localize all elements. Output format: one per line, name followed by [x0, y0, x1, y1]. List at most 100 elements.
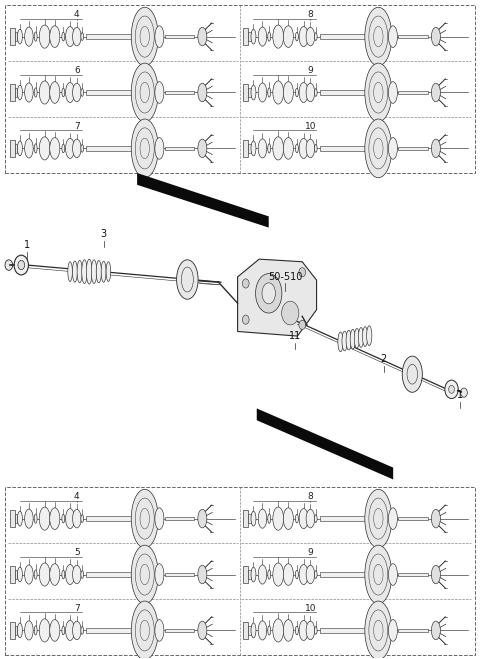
Bar [320, 146, 369, 151]
Ellipse shape [388, 563, 397, 585]
Ellipse shape [131, 601, 158, 659]
Ellipse shape [432, 565, 441, 584]
Ellipse shape [342, 331, 347, 351]
Ellipse shape [346, 330, 351, 350]
Ellipse shape [81, 571, 84, 579]
Text: 7: 7 [74, 604, 80, 613]
Ellipse shape [365, 7, 392, 66]
Ellipse shape [106, 262, 111, 281]
Text: 10: 10 [305, 604, 316, 613]
Ellipse shape [81, 88, 84, 96]
Ellipse shape [155, 82, 164, 103]
Ellipse shape [258, 27, 267, 46]
Ellipse shape [24, 621, 33, 640]
Ellipse shape [177, 260, 198, 299]
Bar [86, 572, 136, 577]
Ellipse shape [24, 83, 33, 102]
Bar [398, 35, 428, 38]
Ellipse shape [251, 511, 256, 526]
Bar [248, 626, 251, 635]
Bar [86, 90, 136, 95]
Ellipse shape [295, 144, 299, 153]
Circle shape [282, 301, 299, 325]
Bar [15, 88, 17, 97]
Ellipse shape [72, 139, 81, 158]
Bar [10, 510, 15, 527]
Ellipse shape [77, 260, 82, 283]
Ellipse shape [101, 261, 106, 282]
Ellipse shape [306, 621, 315, 640]
Ellipse shape [50, 508, 60, 529]
Bar [15, 32, 17, 41]
Ellipse shape [255, 273, 282, 313]
Ellipse shape [432, 139, 441, 158]
Ellipse shape [72, 261, 77, 282]
Text: 50-510: 50-510 [268, 272, 303, 282]
Ellipse shape [66, 26, 74, 47]
Circle shape [449, 386, 455, 393]
Ellipse shape [359, 328, 364, 347]
Ellipse shape [314, 571, 317, 579]
Bar [15, 626, 17, 635]
Ellipse shape [34, 144, 37, 153]
Bar [5, 487, 475, 655]
Ellipse shape [268, 88, 271, 97]
Bar [86, 628, 136, 633]
Ellipse shape [251, 567, 256, 582]
Ellipse shape [72, 621, 81, 640]
Ellipse shape [268, 514, 271, 523]
Bar [15, 515, 17, 523]
Bar [165, 517, 194, 520]
Ellipse shape [273, 25, 284, 48]
Bar [165, 573, 194, 576]
Ellipse shape [68, 262, 72, 281]
Ellipse shape [198, 139, 207, 158]
Ellipse shape [258, 565, 267, 584]
Text: 3: 3 [100, 229, 107, 239]
Text: 7: 7 [74, 121, 80, 130]
Ellipse shape [295, 570, 299, 579]
Ellipse shape [314, 33, 317, 40]
Ellipse shape [72, 83, 81, 101]
Ellipse shape [66, 138, 74, 158]
Ellipse shape [50, 563, 60, 585]
Ellipse shape [314, 88, 317, 96]
Ellipse shape [388, 619, 397, 641]
Bar [165, 35, 194, 38]
Bar [86, 146, 136, 151]
Text: 8: 8 [308, 10, 313, 18]
Bar [398, 629, 428, 632]
Ellipse shape [273, 137, 284, 160]
Ellipse shape [17, 141, 23, 156]
Ellipse shape [198, 509, 207, 528]
Ellipse shape [198, 565, 207, 584]
Ellipse shape [388, 82, 397, 103]
Ellipse shape [39, 563, 50, 586]
Bar [248, 515, 251, 523]
Bar [320, 516, 369, 521]
Circle shape [242, 315, 249, 324]
Text: 2: 2 [381, 354, 387, 364]
Ellipse shape [306, 83, 315, 101]
Ellipse shape [299, 138, 308, 158]
Ellipse shape [306, 27, 315, 46]
Bar [398, 573, 428, 576]
Ellipse shape [306, 509, 315, 528]
Ellipse shape [432, 509, 441, 528]
Text: 10: 10 [305, 121, 316, 130]
Ellipse shape [24, 509, 33, 529]
Text: 1: 1 [457, 390, 463, 400]
Ellipse shape [258, 621, 267, 640]
Bar [10, 28, 15, 45]
Bar [243, 566, 248, 583]
Ellipse shape [198, 83, 207, 101]
Ellipse shape [72, 27, 81, 46]
Ellipse shape [66, 565, 74, 585]
Circle shape [14, 255, 28, 275]
Ellipse shape [39, 81, 50, 104]
Bar [86, 516, 136, 521]
Ellipse shape [299, 509, 308, 529]
Bar [5, 5, 475, 173]
Bar [243, 84, 248, 101]
Ellipse shape [34, 514, 37, 523]
